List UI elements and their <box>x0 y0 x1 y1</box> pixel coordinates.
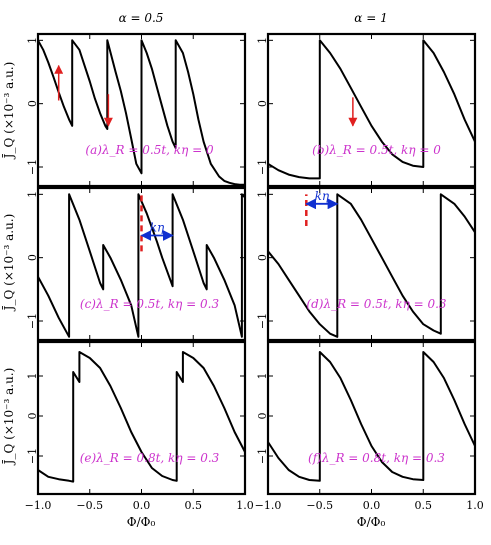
y-tick-label: 0 <box>26 100 39 107</box>
plot-frame-d <box>266 186 477 342</box>
y-tick-label: 0 <box>26 254 39 261</box>
x-tick-label: 0.5 <box>415 499 433 512</box>
y-tick-label: 1 <box>256 191 269 198</box>
panel-annotation-b: (b)λ_R = 0.5t, kη = 0 <box>312 143 441 157</box>
y-tick-label: 1 <box>256 373 269 380</box>
column-title-right: α = 1 <box>354 11 387 25</box>
y-axis-label-row3: J̄_Q (×10⁻³ a.u.) <box>1 368 16 467</box>
column-title-left: α = 0.5 <box>119 11 164 25</box>
x-tick-label: −0.5 <box>306 499 333 512</box>
y-tick-label: 1 <box>256 37 269 44</box>
k-eta-label-d: kη <box>315 189 330 203</box>
x-tick-label: 0.5 <box>185 499 203 512</box>
y-tick-label: −1 <box>26 448 39 464</box>
panel-a: −1 0 1 (a)λ_R = 0.5t, kη = 0 <box>26 32 247 188</box>
y-tick-label: 1 <box>26 373 39 380</box>
panel-c: −1 0 1 kη (c)λ_R = 0.5t, kη = 0.3 <box>26 186 247 342</box>
k-eta-label-c: kη <box>150 221 165 235</box>
y-tick-label: −1 <box>26 159 39 175</box>
x-tick-label: −1.0 <box>255 499 282 512</box>
panel-annotation-c: (c)λ_R = 0.5t, kη = 0.3 <box>80 297 220 311</box>
x-tick-label: 0.0 <box>363 499 381 512</box>
y-tick-label: 0 <box>256 254 269 261</box>
y-tick-label: 0 <box>26 413 39 420</box>
x-tick-label: 1.0 <box>466 499 484 512</box>
y-tick-label: 1 <box>26 37 39 44</box>
panel-annotation-f: (f)λ_R = 0.8t, kη = 0.3 <box>308 451 445 465</box>
panel-b: −1 0 1 (b)λ_R = 0.5t, kη = 0 <box>256 32 477 188</box>
plot-frame-f <box>266 340 477 496</box>
x-axis-label-left: Φ/Φ₀ <box>127 515 156 529</box>
panel-d: −1 0 1 kη (d)λ_R = 0.5t, kη = 0.3 <box>256 186 477 342</box>
y-axis-label-row1: J̄_Q (×10⁻³ a.u.) <box>1 62 16 161</box>
x-tick-label: −1.0 <box>25 499 52 512</box>
y-axis-label-row2: J̄_Q (×10⁻³ a.u.) <box>1 214 16 313</box>
y-tick-label: −1 <box>256 448 269 464</box>
y-tick-label: −1 <box>256 159 269 175</box>
plot-frame-e <box>36 340 247 496</box>
panel-annotation-e: (e)λ_R = 0.8t, kη = 0.3 <box>80 451 220 465</box>
series-line-a-0 <box>37 39 245 186</box>
y-tick-label: −1 <box>26 313 39 329</box>
y-tick-label: −1 <box>256 313 269 329</box>
series-line-b-0 <box>267 39 476 180</box>
panel-f: −1.0 −0.5 0.0 0.5 1.0 −1 0 1 (f)λ_R = 0.8t, kη =… <box>255 340 484 512</box>
y-tick-label: 0 <box>256 100 269 107</box>
series-line-e-0 <box>37 351 246 483</box>
panels-group: −1 0 1 (a)λ_R = 0.5t, kη = 0 −1 0 1 (b)λ_R = 0.… <box>25 32 484 512</box>
x-tick-label: −0.5 <box>76 499 103 512</box>
series-line-f-0 <box>267 351 476 482</box>
x-tick-label: 1.0 <box>236 499 254 512</box>
series-line-c-0 <box>37 193 246 338</box>
panel-e: −1.0 −0.5 0.0 0.5 1.0 −1 0 1 (e)λ_R = 0.8t, kη =… <box>25 340 254 512</box>
panel-annotation-d: (d)λ_R = 0.5t, kη = 0.3 <box>306 297 446 311</box>
x-tick-label: 0.0 <box>133 499 151 512</box>
x-axis-label-right: Φ/Φ₀ <box>357 515 386 529</box>
y-tick-label: 0 <box>256 413 269 420</box>
series-line-d-0 <box>267 193 476 338</box>
plot-frame-b <box>266 32 477 188</box>
panel-annotation-a: (a)λ_R = 0.5t, kη = 0 <box>85 143 214 157</box>
y-tick-label: 1 <box>26 191 39 198</box>
